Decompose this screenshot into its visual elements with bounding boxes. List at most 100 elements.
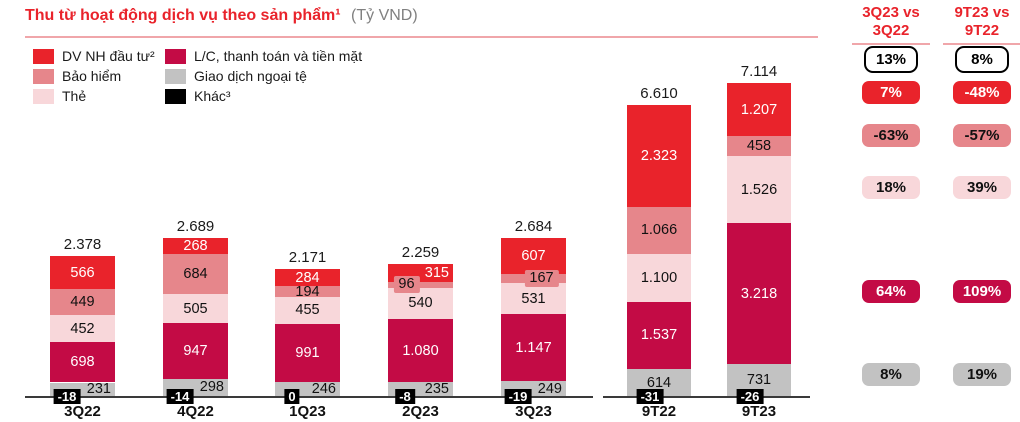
segment-value-chip: 96 <box>393 276 420 294</box>
segment-value: 1.537 <box>640 327 678 344</box>
segment-value: 284 <box>295 269 320 286</box>
bar-total-3Q23: 2.684 <box>514 218 553 236</box>
bar-total-2Q23: 2.259 <box>401 243 440 261</box>
segment-value: 566 <box>70 264 95 281</box>
khac-value-badge-9T22: -31 <box>636 389 664 404</box>
segment-value: 1.147 <box>515 339 552 356</box>
growth-badge-gray: 19% <box>953 363 1011 386</box>
chart-title-text: Thu từ hoạt động dịch vụ theo sản phẩm¹ <box>25 7 341 24</box>
khac-value-badge-2Q23: -8 <box>395 389 415 404</box>
crimson-swatch-icon <box>165 48 186 64</box>
red-swatch-icon <box>33 48 54 64</box>
segment-value: 614 <box>646 374 672 391</box>
segment-value: 235 <box>424 381 449 398</box>
growth-badge-red: 7% <box>862 81 920 104</box>
bar-segment-pink-3Q23 <box>501 283 566 315</box>
bar-segment-salmon-1Q23 <box>275 285 340 298</box>
growth-badge-red: -48% <box>953 81 1011 104</box>
khac-value-badge-3Q23: -19 <box>504 389 532 404</box>
khac-value-badge-9T23: -26 <box>736 389 764 404</box>
growth-badge-gray: 8% <box>862 363 920 386</box>
bar-segment-red-3Q23 <box>501 238 566 274</box>
comparison-header-divider <box>852 43 930 45</box>
bar-segment-pink-4Q22 <box>163 293 228 324</box>
comparison-header-1: 9T23 vs 9T22 <box>922 4 1020 40</box>
comparison-header-line: 9T23 vs <box>954 4 1010 21</box>
comparison-header-divider <box>943 43 1020 45</box>
growth-badge-pink: 39% <box>953 176 1011 199</box>
bar-total-3Q22: 2.378 <box>63 236 102 254</box>
legend-label: L/C, thanh toán và tiền mặt <box>194 48 363 64</box>
bar-segment-crimson-9T22 <box>627 301 691 370</box>
segment-value: 540 <box>408 295 433 312</box>
x-axis-label-4Q22: 4Q22 <box>177 403 214 420</box>
segment-value: 315 <box>424 264 449 281</box>
khac-value-badge-4Q22: -14 <box>166 389 194 404</box>
bar-total-1Q23: 2.171 <box>288 249 327 267</box>
bar-segment-crimson-3Q23 <box>501 314 566 382</box>
pink-swatch-icon <box>33 88 54 104</box>
legend-item-pink: Thẻ <box>33 88 86 104</box>
bar-segment-salmon-9T22 <box>627 206 691 254</box>
comparison-header-line: 3Q23 vs <box>862 4 920 21</box>
bar-segment-salmon-3Q22 <box>50 289 115 316</box>
bar-segment-salmon-2Q23 <box>388 282 453 288</box>
segment-value: 505 <box>183 300 208 317</box>
segment-value: 455 <box>295 302 320 319</box>
legend-item-red: DV NH đầu tư² <box>33 48 155 64</box>
growth-badge-pink: 18% <box>862 176 920 199</box>
black-swatch-icon <box>165 88 186 104</box>
legend-label: Khác³ <box>194 88 231 104</box>
legend-item-black: Khác³ <box>165 88 231 104</box>
bar-segment-red-9T22 <box>627 105 691 207</box>
segment-value: 1.066 <box>640 222 678 239</box>
segment-value: 458 <box>746 138 772 155</box>
segment-value: 2.323 <box>640 148 678 165</box>
segment-value: 1.526 <box>740 181 778 198</box>
x-axis-label-9T22: 9T22 <box>641 403 677 420</box>
bar-segment-crimson-9T23 <box>727 223 791 364</box>
segment-value: 194 <box>295 283 320 300</box>
comparison-header-line: 9T22 <box>964 22 1000 39</box>
bar-segment-pink-9T22 <box>627 253 691 302</box>
bar-segment-crimson-4Q22 <box>163 323 228 379</box>
segment-value: 991 <box>295 344 320 361</box>
bar-segment-pink-1Q23 <box>275 297 340 324</box>
x-axis-label-1Q23: 1Q23 <box>289 403 326 420</box>
segment-value: 231 <box>86 381 111 398</box>
bar-segment-crimson-1Q23 <box>275 323 340 382</box>
x-axis-label-2Q23: 2Q23 <box>402 403 439 420</box>
legend-item-gray: Giao dịch ngoại tệ <box>165 68 307 84</box>
salmon-swatch-icon <box>33 68 54 84</box>
x-axis-line-9t <box>603 396 810 398</box>
segment-value: 449 <box>70 294 95 311</box>
bar-segment-crimson-2Q23 <box>388 319 453 383</box>
x-axis-label-3Q22: 3Q22 <box>64 403 101 420</box>
legend-label: Giao dịch ngoại tệ <box>194 68 307 84</box>
comparison-header-line: 3Q22 <box>872 22 910 39</box>
segment-value: 1.080 <box>402 342 439 359</box>
growth-badge-salmon: -63% <box>862 124 920 147</box>
bar-total-9T22: 6.610 <box>640 85 678 103</box>
segment-value: 607 <box>521 247 546 264</box>
bar-segment-crimson-3Q22 <box>50 341 115 383</box>
comparison-header-0: 3Q23 vs 3Q22 <box>831 4 951 40</box>
bar-segment-red-9T23 <box>727 83 791 137</box>
growth-badge-crimson: 64% <box>862 280 920 303</box>
khac-value-badge-1Q23: 0 <box>284 389 300 404</box>
title-divider <box>25 36 818 38</box>
segment-value: 947 <box>183 342 208 359</box>
bar-total-4Q22: 2.689 <box>176 218 215 236</box>
segment-value: 1.100 <box>640 269 678 286</box>
segment-value: 452 <box>70 320 95 337</box>
bar-segment-salmon-4Q22 <box>163 253 228 294</box>
segment-value: 731 <box>746 371 772 388</box>
bar-total-9T23: 7.114 <box>740 63 778 81</box>
x-axis-label-3Q23: 3Q23 <box>515 403 552 420</box>
segment-value: 1.207 <box>740 101 778 118</box>
bar-segment-red-4Q22 <box>163 238 228 254</box>
legend-label: DV NH đầu tư² <box>62 48 155 64</box>
segment-value: 3.218 <box>740 285 778 302</box>
khac-value-badge-3Q22: -18 <box>53 389 81 404</box>
